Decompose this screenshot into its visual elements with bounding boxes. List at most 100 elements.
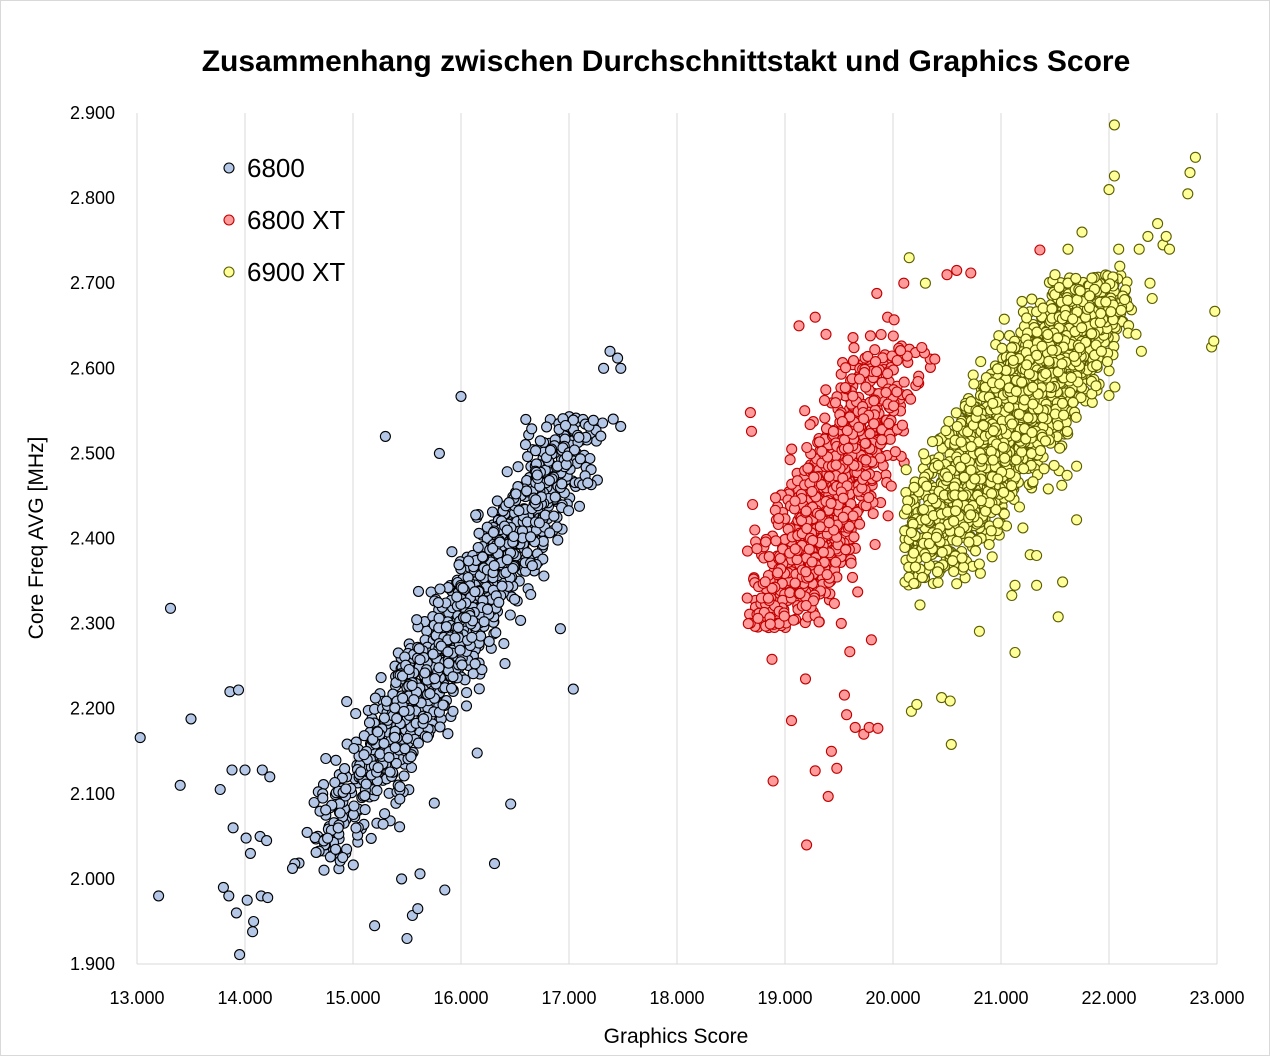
data-point: [321, 754, 331, 764]
data-point: [824, 472, 834, 482]
data-point: [443, 647, 453, 657]
data-point: [1055, 443, 1065, 453]
data-point: [899, 377, 909, 387]
data-point: [526, 532, 536, 542]
data-point: [527, 561, 537, 571]
data-point: [1018, 523, 1028, 533]
data-point: [321, 805, 331, 815]
data-point: [838, 512, 848, 522]
data-point: [323, 833, 333, 843]
data-point: [1007, 343, 1017, 353]
data-point: [516, 615, 526, 625]
data-point: [1049, 460, 1059, 470]
data-point: [349, 744, 359, 754]
data-point: [245, 848, 255, 858]
data-point: [997, 343, 1007, 353]
data-point: [553, 535, 563, 545]
data-point: [752, 544, 762, 554]
data-point: [452, 592, 462, 602]
data-point: [474, 684, 484, 694]
data-point: [865, 331, 875, 341]
data-point: [930, 354, 940, 364]
data-point: [398, 693, 408, 703]
data-point: [319, 865, 329, 875]
data-point: [952, 265, 962, 275]
data-point: [370, 921, 380, 931]
data-point: [999, 314, 1009, 324]
data-point: [318, 793, 328, 803]
series-6900-xt: [899, 120, 1219, 750]
data-point: [360, 791, 370, 801]
data-point: [562, 451, 572, 461]
data-point: [850, 722, 860, 732]
data-point: [761, 537, 771, 547]
data-point: [608, 414, 618, 424]
data-point: [899, 278, 909, 288]
data-point: [868, 509, 878, 519]
data-point: [462, 701, 472, 711]
data-point: [837, 417, 847, 427]
data-point: [435, 722, 445, 732]
data-point: [845, 647, 855, 657]
data-point: [472, 748, 482, 758]
data-point: [470, 659, 480, 669]
data-point: [803, 463, 813, 473]
data-point: [976, 357, 986, 367]
data-point: [288, 863, 298, 873]
data-point: [883, 369, 893, 379]
data-point: [753, 613, 763, 623]
data-point: [341, 784, 351, 794]
data-point: [876, 330, 886, 340]
data-point: [881, 388, 891, 398]
data-point: [438, 700, 448, 710]
data-point: [892, 387, 902, 397]
data-point: [235, 950, 245, 960]
data-point: [794, 321, 804, 331]
data-point: [510, 594, 520, 604]
data-point: [527, 424, 537, 434]
data-point: [1028, 477, 1038, 487]
data-point: [805, 420, 815, 430]
data-point: [526, 590, 536, 600]
data-point: [505, 610, 515, 620]
data-point: [896, 346, 906, 356]
data-point: [826, 498, 836, 508]
data-point: [1022, 313, 1032, 323]
data-point: [402, 733, 412, 743]
data-point: [434, 613, 444, 623]
data-point: [760, 577, 770, 587]
data-point: [502, 555, 512, 565]
data-point: [802, 840, 812, 850]
data-point: [545, 528, 555, 538]
data-point: [840, 383, 850, 393]
data-point: [550, 492, 560, 502]
data-point: [380, 431, 390, 441]
data-point: [539, 571, 549, 581]
data-point: [848, 333, 858, 343]
data-point: [871, 357, 881, 367]
data-point: [839, 690, 849, 700]
data-point: [1047, 304, 1057, 314]
data-point: [750, 525, 760, 535]
data-point: [842, 426, 852, 436]
series-6800: [135, 346, 626, 959]
data-point: [860, 438, 870, 448]
data-point: [773, 568, 783, 578]
data-point: [848, 511, 858, 521]
data-point: [842, 710, 852, 720]
data-point: [789, 615, 799, 625]
data-point: [821, 329, 831, 339]
data-point: [822, 570, 832, 580]
data-point: [941, 426, 951, 436]
data-point: [351, 823, 361, 833]
data-point: [434, 663, 444, 673]
data-point: [853, 587, 863, 597]
data-point: [802, 443, 812, 453]
data-point: [831, 557, 841, 567]
data-point: [1039, 464, 1049, 474]
data-point: [422, 732, 432, 742]
data-point: [599, 363, 609, 373]
data-point: [841, 545, 851, 555]
data-point: [359, 750, 369, 760]
data-point: [390, 703, 400, 713]
